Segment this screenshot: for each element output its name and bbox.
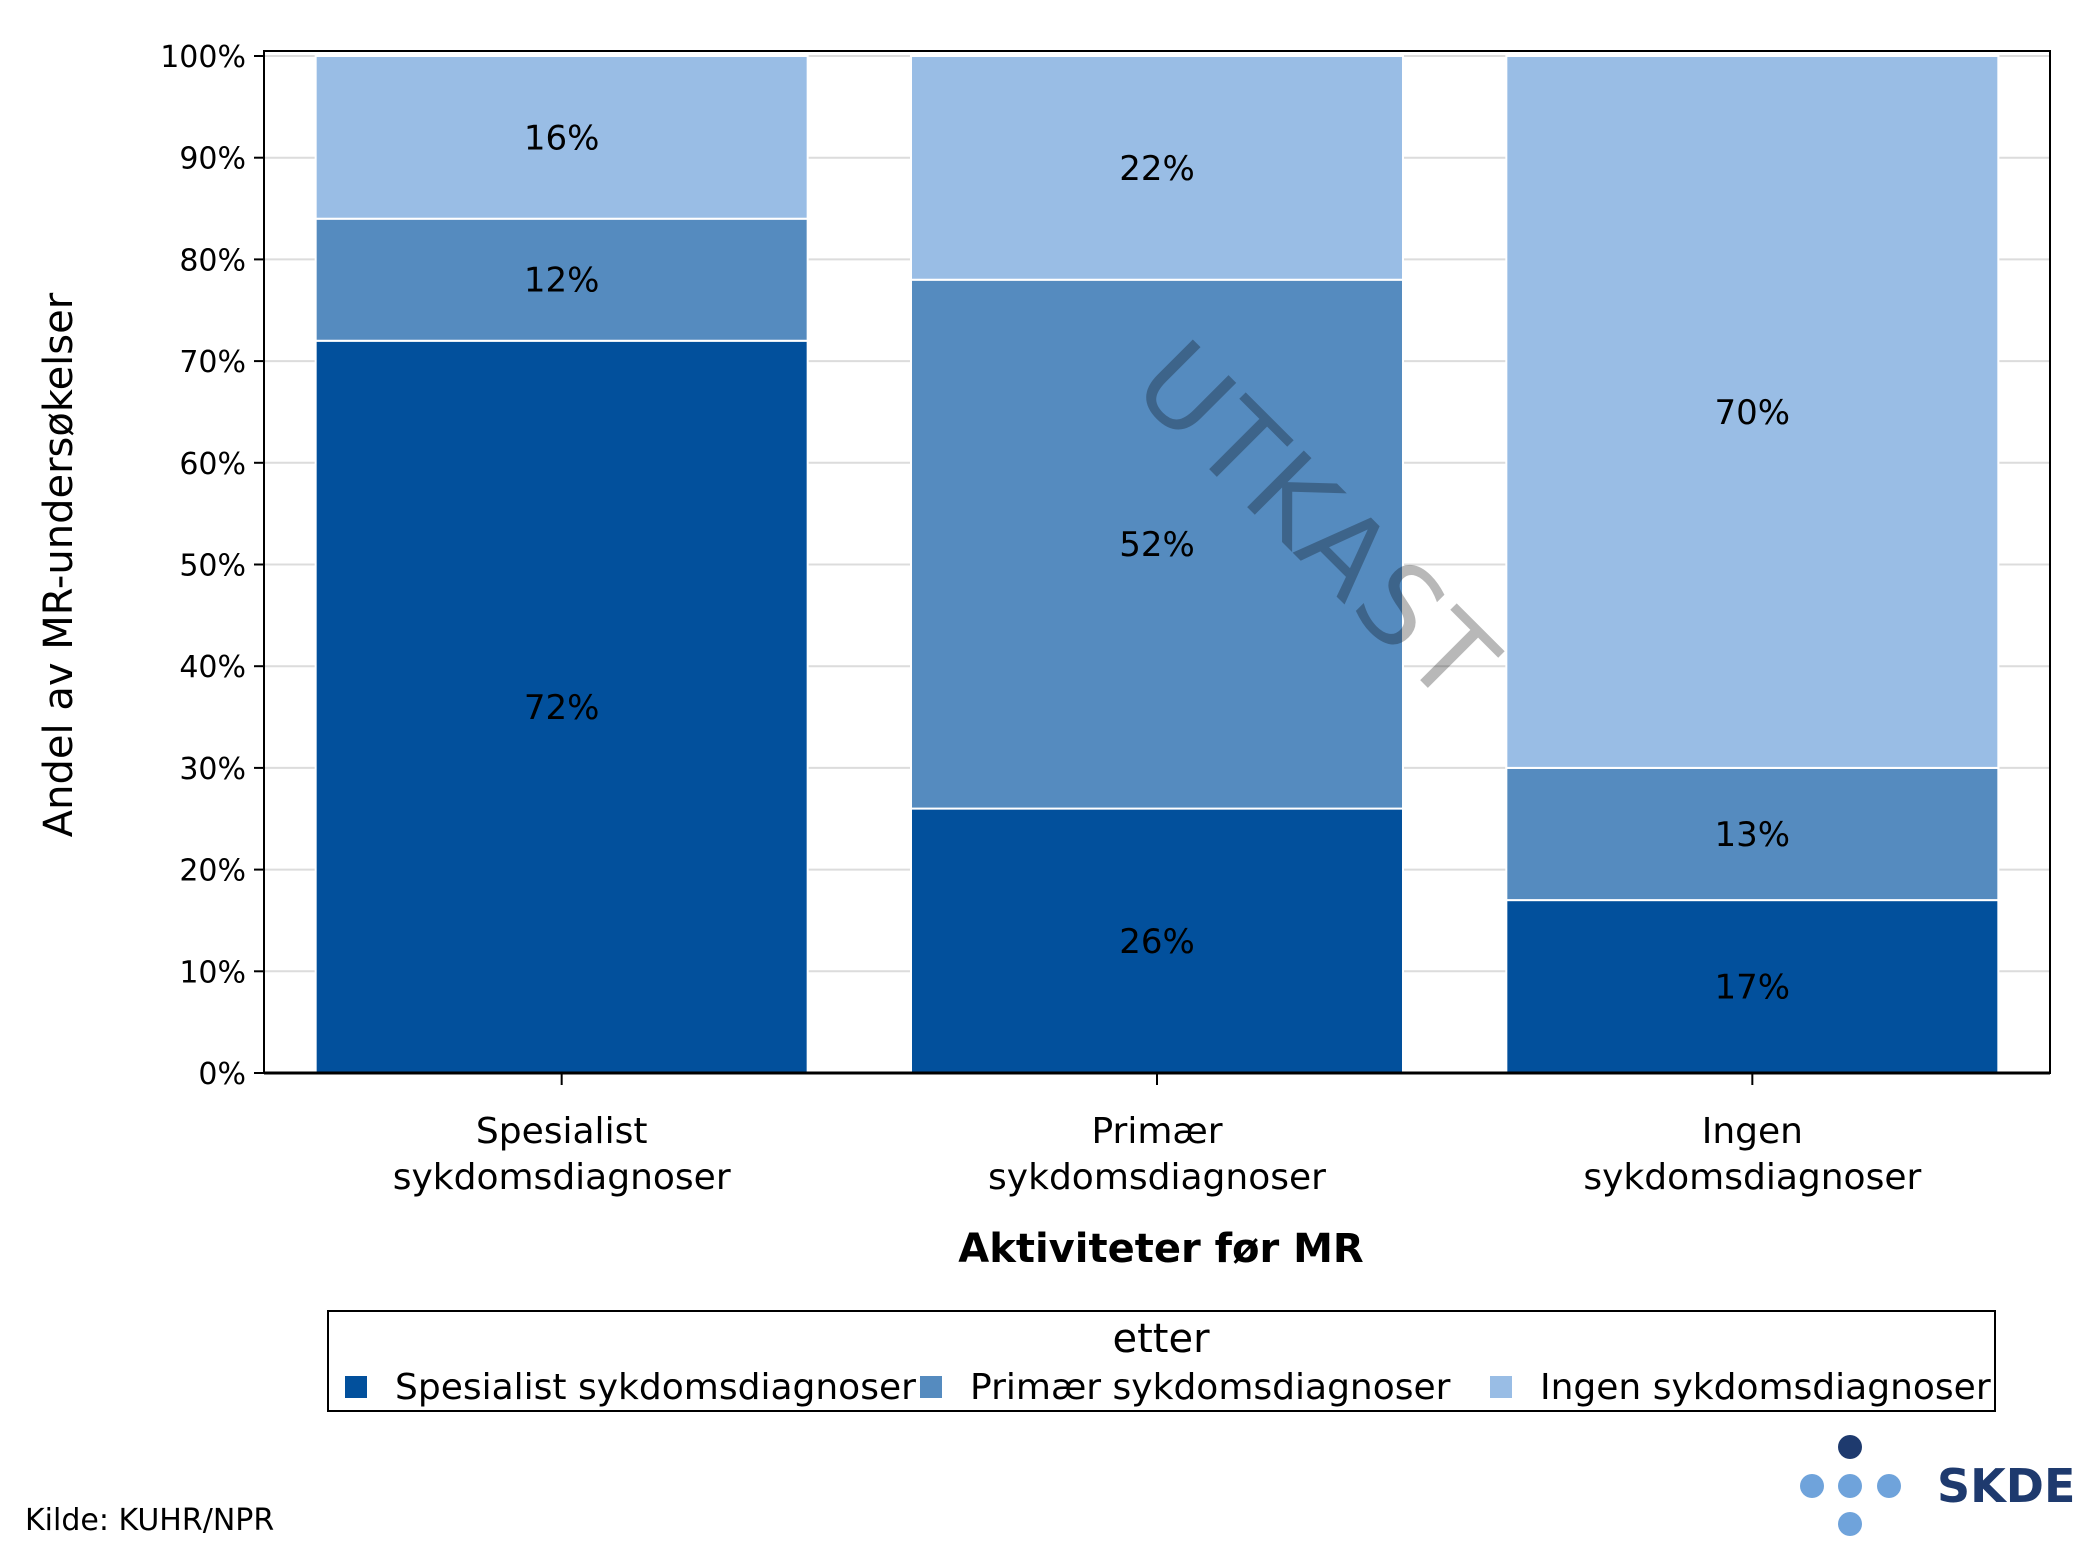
bar-segment bbox=[910, 807, 1404, 1075]
y-tick-label: 70% bbox=[179, 345, 246, 380]
x-tick-label: Spesialist sykdomsdiagnoser bbox=[393, 1111, 731, 1198]
y-tick-label: 40% bbox=[179, 650, 246, 685]
y-tick-label: 50% bbox=[179, 549, 246, 584]
bar-segment bbox=[1505, 899, 2000, 1074]
legend-box bbox=[327, 1310, 1996, 1412]
x-tick-label: Primær sykdomsdiagnoser bbox=[988, 1111, 1326, 1198]
legend-swatch bbox=[920, 1376, 942, 1398]
y-axis-title: Andel av MR-undersøkelser bbox=[36, 292, 82, 837]
logo-dot-right bbox=[1877, 1474, 1901, 1498]
source-note: Kilde: KUHR/NPR bbox=[25, 1503, 274, 1538]
logo-dot-left bbox=[1800, 1474, 1824, 1498]
bar-value-label: 22% bbox=[1119, 149, 1195, 189]
skde-logo: SKDE bbox=[1800, 1435, 2075, 1536]
legend-items: Spesialist sykdomsdiagnoser Primær sykdom… bbox=[345, 1367, 1991, 1408]
x-axis-title: Aktiviteter før MR bbox=[958, 1226, 1363, 1272]
bar-segment bbox=[1505, 766, 2000, 902]
legend-label: Spesialist sykdomsdiagnoser bbox=[395, 1367, 916, 1408]
y-tick-label: 80% bbox=[179, 243, 246, 278]
legend: etter Spesialist sykdomsdiagnoser Primær … bbox=[327, 1310, 1996, 1412]
bar-value-label: 26% bbox=[1119, 922, 1195, 962]
y-tick-label: 20% bbox=[179, 854, 246, 889]
bar-value-label: 17% bbox=[1715, 968, 1791, 1008]
logo-dot-bottom bbox=[1838, 1512, 1862, 1536]
bar-value-label: 52% bbox=[1119, 525, 1195, 565]
y-tick-label: 90% bbox=[179, 142, 246, 177]
x-axis: Spesialist sykdomsdiagnoser Primær sykdomsd… bbox=[393, 1073, 1921, 1198]
legend-title: etter bbox=[1112, 1316, 1210, 1362]
legend-swatch bbox=[345, 1376, 367, 1398]
bar-value-label: 72% bbox=[524, 688, 600, 728]
bar-segment bbox=[1505, 55, 2000, 769]
y-axis: 0% 10% 20% 30% 40% 50% 60% 70% 80% 90% 100% bbox=[160, 40, 264, 1092]
bar-value-label: 13% bbox=[1715, 815, 1791, 855]
y-tick-label: 30% bbox=[179, 752, 246, 787]
bar-segment bbox=[314, 217, 809, 342]
y-tick-label: 10% bbox=[179, 955, 246, 990]
legend-swatch bbox=[1490, 1376, 1512, 1398]
y-tick-label: 0% bbox=[198, 1057, 246, 1092]
bars bbox=[314, 55, 2000, 1075]
bar-value-label: 16% bbox=[524, 118, 600, 158]
legend-label: Primær sykdomsdiagnoser bbox=[970, 1367, 1451, 1408]
bar-value-label: 12% bbox=[524, 261, 600, 301]
bar-segment bbox=[314, 55, 809, 220]
bar-segment bbox=[910, 278, 1404, 810]
y-tick-label: 100% bbox=[160, 40, 246, 75]
bar-value-label: 70% bbox=[1715, 393, 1791, 433]
legend-label: Ingen sykdomsdiagnoser bbox=[1540, 1367, 1991, 1408]
bar-value-labels: 72% 12% 16% 26% 52% 22% 17% 13% 70% bbox=[524, 118, 1790, 1007]
y-tick-label: 60% bbox=[179, 447, 246, 482]
x-tick-label: Ingen sykdomsdiagnoser bbox=[1583, 1111, 1921, 1198]
logo-text: SKDE bbox=[1937, 1459, 2075, 1513]
logo-dot-top bbox=[1838, 1435, 1862, 1459]
logo-dot-center bbox=[1838, 1474, 1862, 1498]
bar-segment bbox=[910, 55, 1404, 281]
